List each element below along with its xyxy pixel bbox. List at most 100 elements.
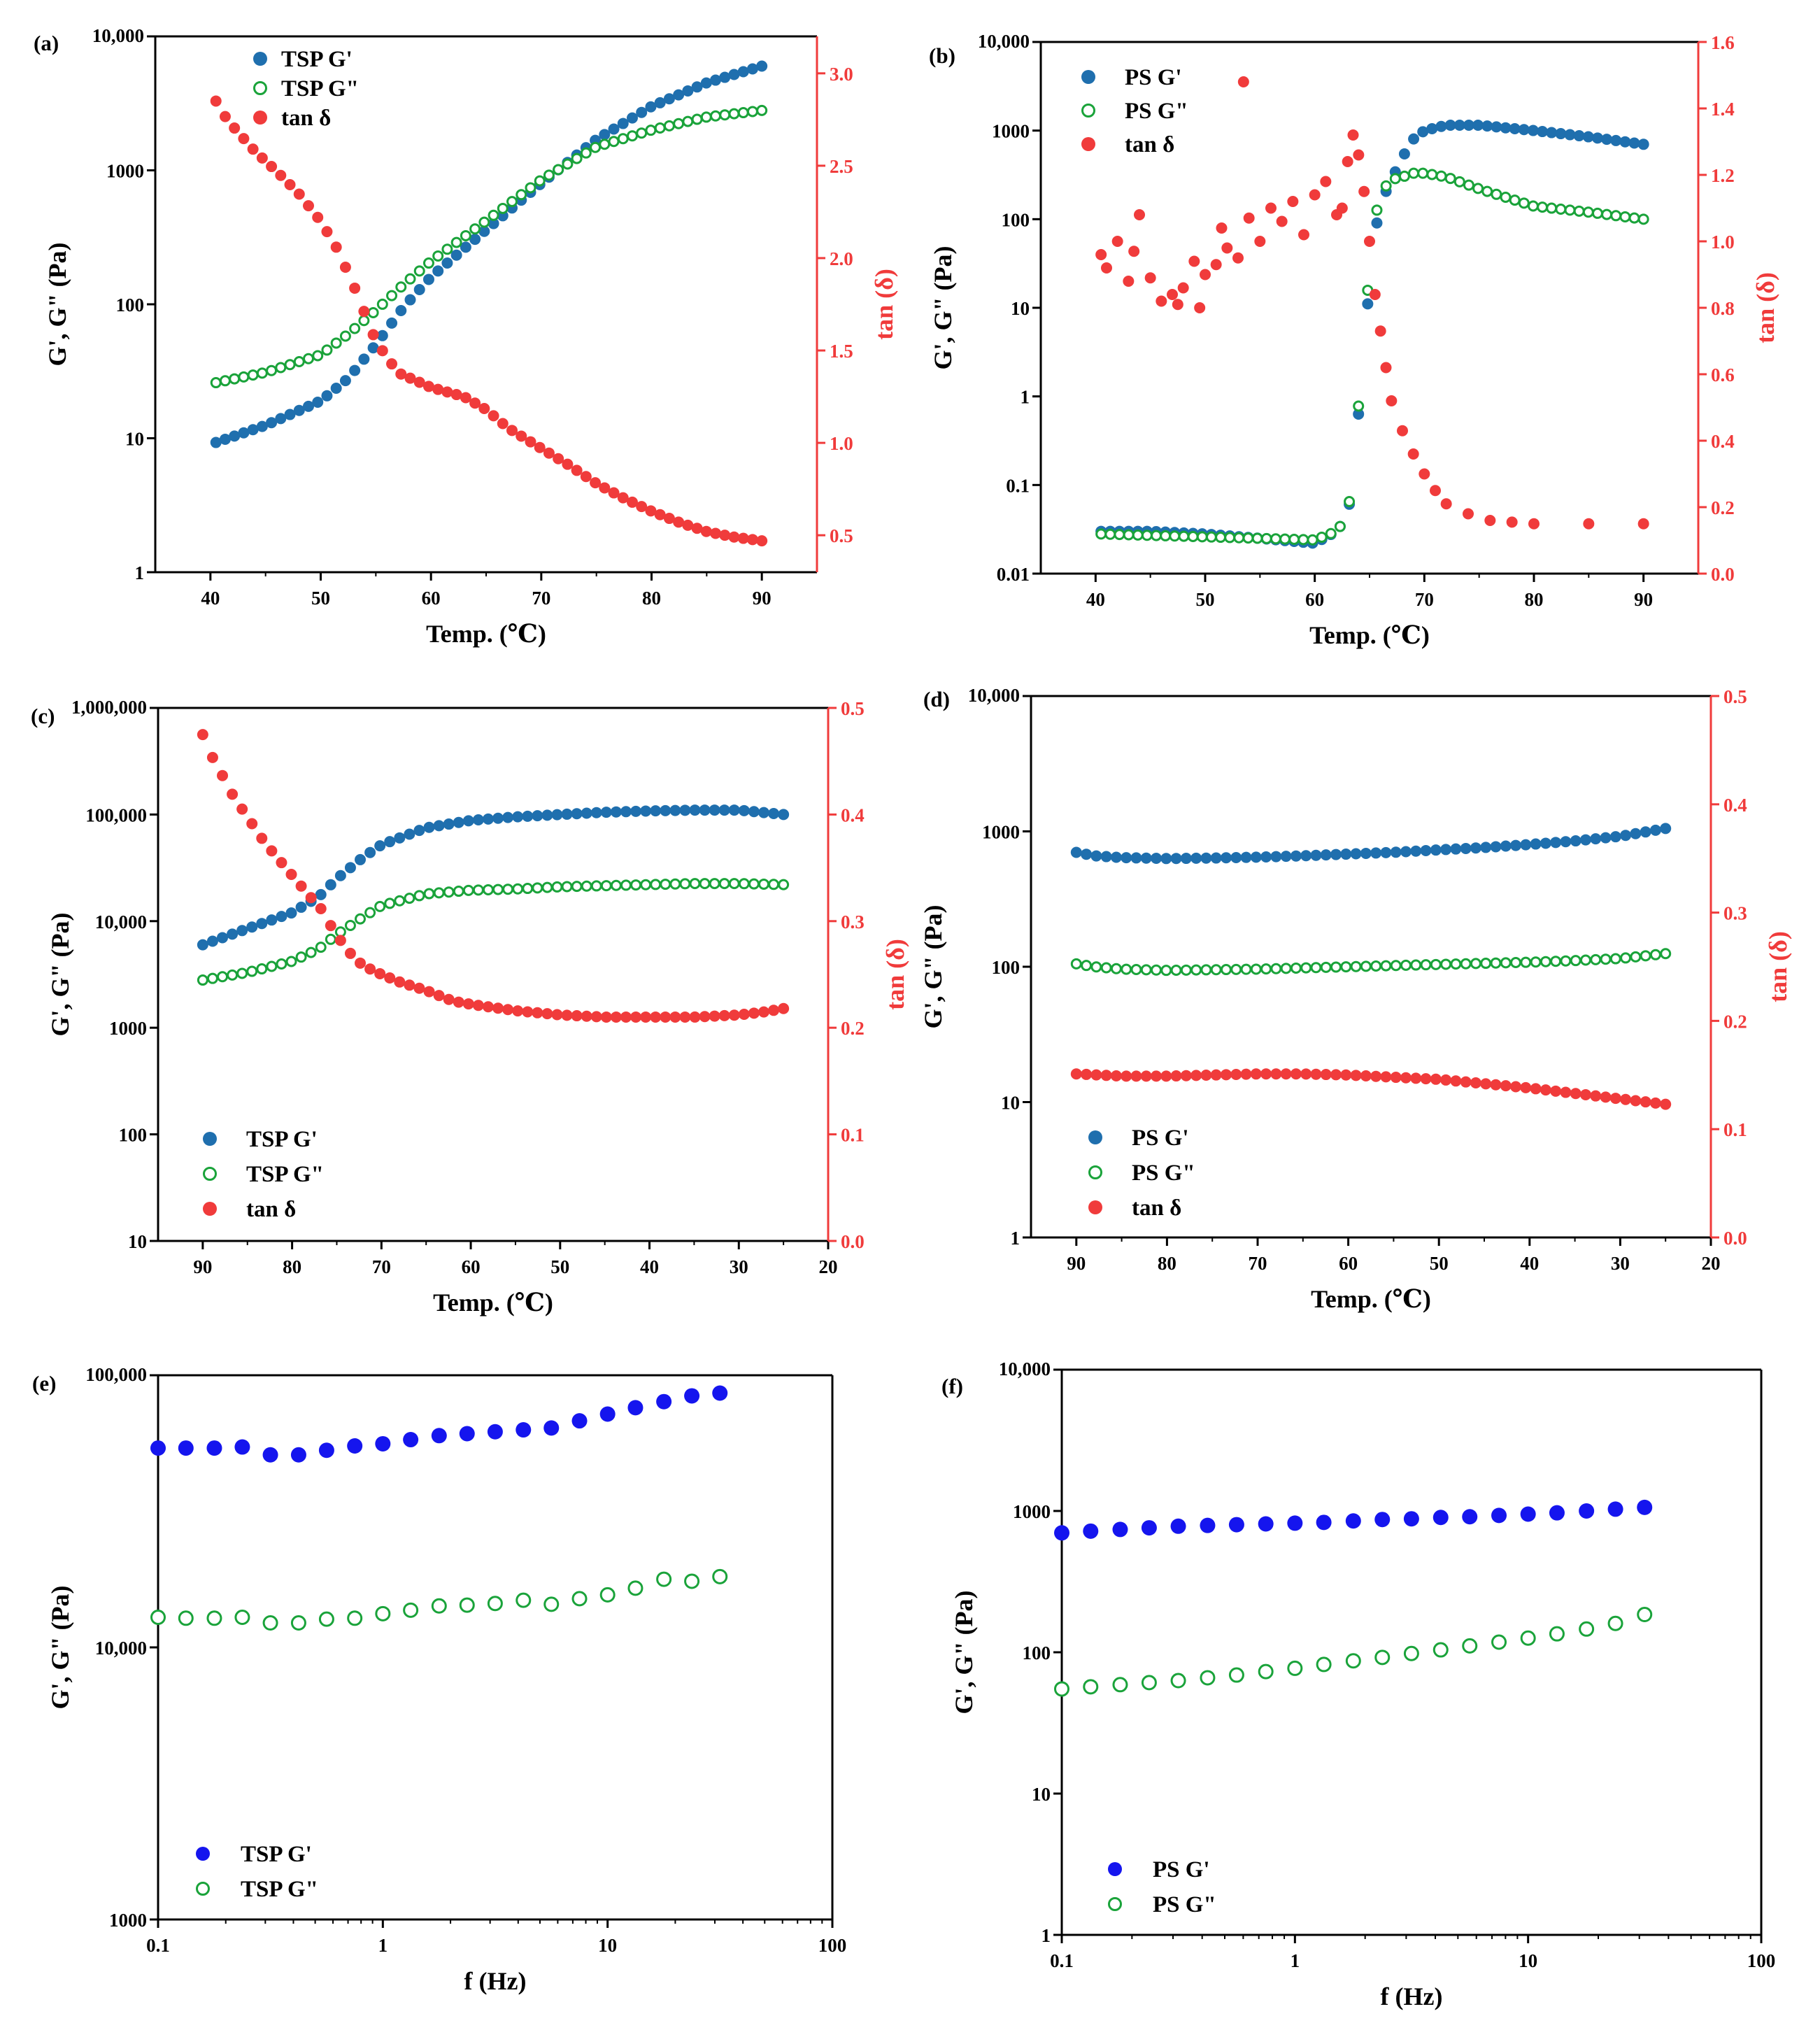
x-axis-label: f (Hz) [464,1967,527,1995]
data-point [630,1011,642,1023]
data-point [413,376,425,388]
data-point [1114,529,1125,541]
data-point [262,1447,278,1463]
data-point [746,106,758,118]
data-point [431,1428,447,1444]
series-ps-g- [1054,1607,1653,1697]
data-point [617,133,629,145]
data-point [738,804,750,816]
data-point [1610,134,1622,146]
data-point [482,813,494,825]
data-point [358,315,370,327]
data-point [1610,210,1622,222]
data-point [1070,1068,1082,1080]
data-point [422,381,434,392]
data-point [275,169,287,181]
data-point [1620,1093,1632,1105]
data-point [247,143,259,155]
data-point [375,1605,391,1621]
data-point [1151,530,1163,541]
data-point [1607,1501,1623,1517]
data-point [738,878,750,890]
data-point [1480,1078,1492,1090]
data-point [1462,1638,1478,1654]
data-point [1601,134,1613,146]
data-point [663,120,675,132]
data-point [561,808,573,820]
data-point [1550,956,1562,967]
data-point [469,223,481,235]
data-point [290,1447,306,1463]
data-point [1336,202,1348,214]
data-point [1630,828,1642,839]
data-point [210,95,222,107]
data-point [315,888,327,900]
data-point [1550,1085,1562,1097]
data-point [599,139,611,150]
data-point [1330,961,1342,973]
data-point [1460,842,1472,854]
data-point [1491,1507,1507,1524]
data-point [562,158,574,170]
data-point [305,892,317,904]
data-point [610,806,622,818]
data-point [364,846,376,858]
data-point [450,236,462,248]
data-point [404,372,416,384]
data-point [640,879,652,890]
data-point [645,101,657,113]
y-tick-label: 100 [992,957,1021,978]
data-point [1232,252,1244,264]
x-tick-label: 0.1 [1050,1950,1074,1971]
data-point [334,870,346,881]
data-point [1151,964,1163,976]
data-point [1194,302,1206,313]
data-point [1490,957,1502,969]
x-tick-label: 50 [1196,589,1215,610]
x-tick-label: 1 [1291,1950,1300,1971]
data-point [321,344,333,356]
y2-axis-label: tan (δ) [1764,931,1792,1002]
data-point [1579,954,1591,966]
data-point [1243,212,1255,224]
data-point [404,273,416,285]
data-point [1083,1523,1099,1539]
data-point [710,110,722,122]
panel-label: (c) [31,704,55,728]
data-point [339,330,351,342]
data-point [238,427,250,439]
data-point [1560,1086,1572,1098]
data-point [1290,1068,1302,1080]
y-tick-label: 10 [1011,298,1030,319]
data-point [689,1011,701,1023]
y2-tick-label: 0.0 [841,1231,865,1252]
y2-tick-label: 0.8 [1711,298,1735,319]
data-point [778,1002,790,1014]
data-point [636,127,648,139]
data-point [561,881,573,893]
data-point [1200,1070,1212,1081]
data-point [532,882,543,894]
data-point [728,108,740,120]
data-point [1111,236,1123,247]
data-point [617,492,629,504]
legend-marker [196,1882,210,1896]
data-point [1400,959,1412,971]
series-ps-g- [1095,167,1649,546]
x-tick-label: 40 [640,1256,659,1277]
data-point [247,369,259,381]
data-point [1400,1072,1412,1084]
data-point [620,879,632,891]
y2-tick-label: 1.6 [1711,32,1735,53]
series-tan- [197,729,790,1023]
y-tick-label: 1 [1041,1925,1051,1946]
data-point [284,409,296,420]
data-point [295,951,307,963]
data-point [1600,1091,1612,1103]
data-point [453,816,464,828]
data-point [1374,1512,1391,1528]
x-tick-label: 70 [1249,1253,1267,1274]
data-point [608,123,620,135]
data-point [1345,1653,1361,1669]
data-point [1260,963,1272,975]
